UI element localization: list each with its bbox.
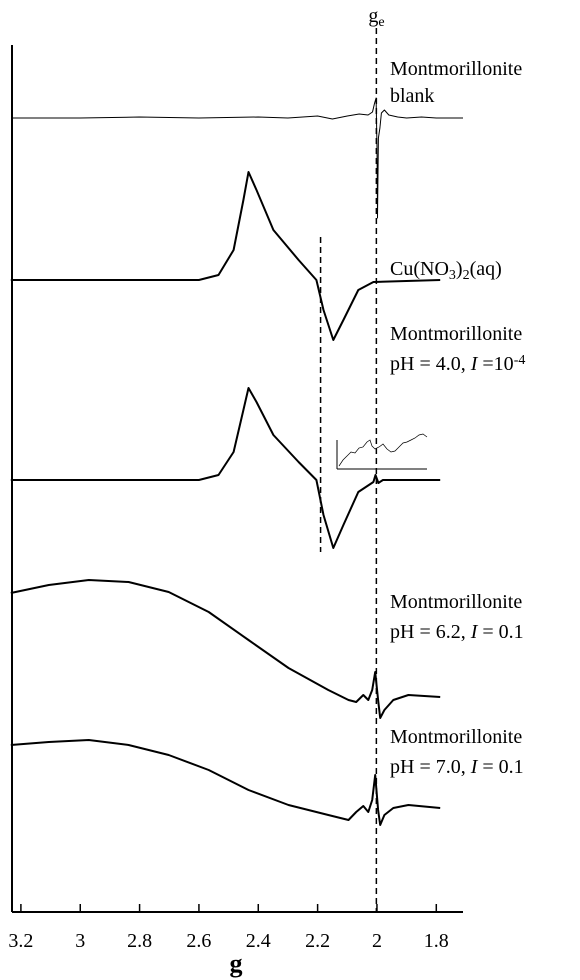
text-segment: 3 xyxy=(449,268,456,283)
x-axis-label: g xyxy=(230,949,243,978)
text-segment: pH = 6.2, xyxy=(390,621,471,643)
text-segment: pH = 4.0, xyxy=(390,353,471,375)
text-segment: ) xyxy=(456,258,463,280)
text-segment: Montmorillonite xyxy=(390,726,522,748)
trace-label: Montmorillonite xyxy=(390,58,522,80)
x-tick-label: 2 xyxy=(372,930,382,952)
x-tick-label: 3.2 xyxy=(8,930,33,952)
x-tick-label: 2.4 xyxy=(246,930,271,952)
text-segment: I xyxy=(470,756,479,778)
text-segment: Montmorillonite xyxy=(390,58,522,80)
spectrum-line xyxy=(10,171,441,341)
text-segment: Montmorillonite xyxy=(390,323,522,345)
x-tick-label: 2.6 xyxy=(186,930,211,952)
trace-label: blank xyxy=(390,85,434,107)
x-tick-label: 2.8 xyxy=(127,930,152,952)
spectrum-line xyxy=(12,97,463,219)
text-segment: blank xyxy=(390,85,434,107)
x-tick-label: 2.2 xyxy=(305,930,330,952)
trace-label: pH = 6.2, I = 0.1 xyxy=(390,621,524,643)
trace-label: Montmorillonite xyxy=(390,591,522,613)
text-segment: -4 xyxy=(514,353,526,368)
text-segment: g xyxy=(368,5,378,27)
text-segment: = 0.1 xyxy=(477,756,523,778)
text-segment: = 0.1 xyxy=(477,621,523,643)
text-segment: Montmorillonite xyxy=(390,591,522,613)
trace-label: Cu(NO3)2(aq) xyxy=(390,258,502,283)
text-segment: =10 xyxy=(477,353,513,375)
trace-label: Montmorillonite xyxy=(390,323,522,345)
text-segment: Cu(NO xyxy=(390,258,449,280)
spectrum-line xyxy=(10,739,441,826)
text-segment: I xyxy=(470,353,479,375)
trace-label: Montmorillonite xyxy=(390,726,522,748)
x-tick-label: 1.8 xyxy=(424,930,449,952)
spectrum-line xyxy=(10,387,441,549)
text-segment: pH = 7.0, xyxy=(390,756,471,778)
text-segment: I xyxy=(470,621,479,643)
text-segment: (aq) xyxy=(470,258,502,280)
trace-label: pH = 7.0, I = 0.1 xyxy=(390,756,524,778)
trace-label: pH = 4.0, I =10-4 xyxy=(390,353,525,375)
text-segment: 2 xyxy=(463,268,470,283)
text-segment: e xyxy=(378,15,384,30)
reference-label: ge xyxy=(368,5,384,30)
inset-trace xyxy=(338,433,428,467)
inset xyxy=(336,433,428,470)
spectrum-line xyxy=(10,579,441,719)
x-tick-label: 3 xyxy=(75,930,85,952)
